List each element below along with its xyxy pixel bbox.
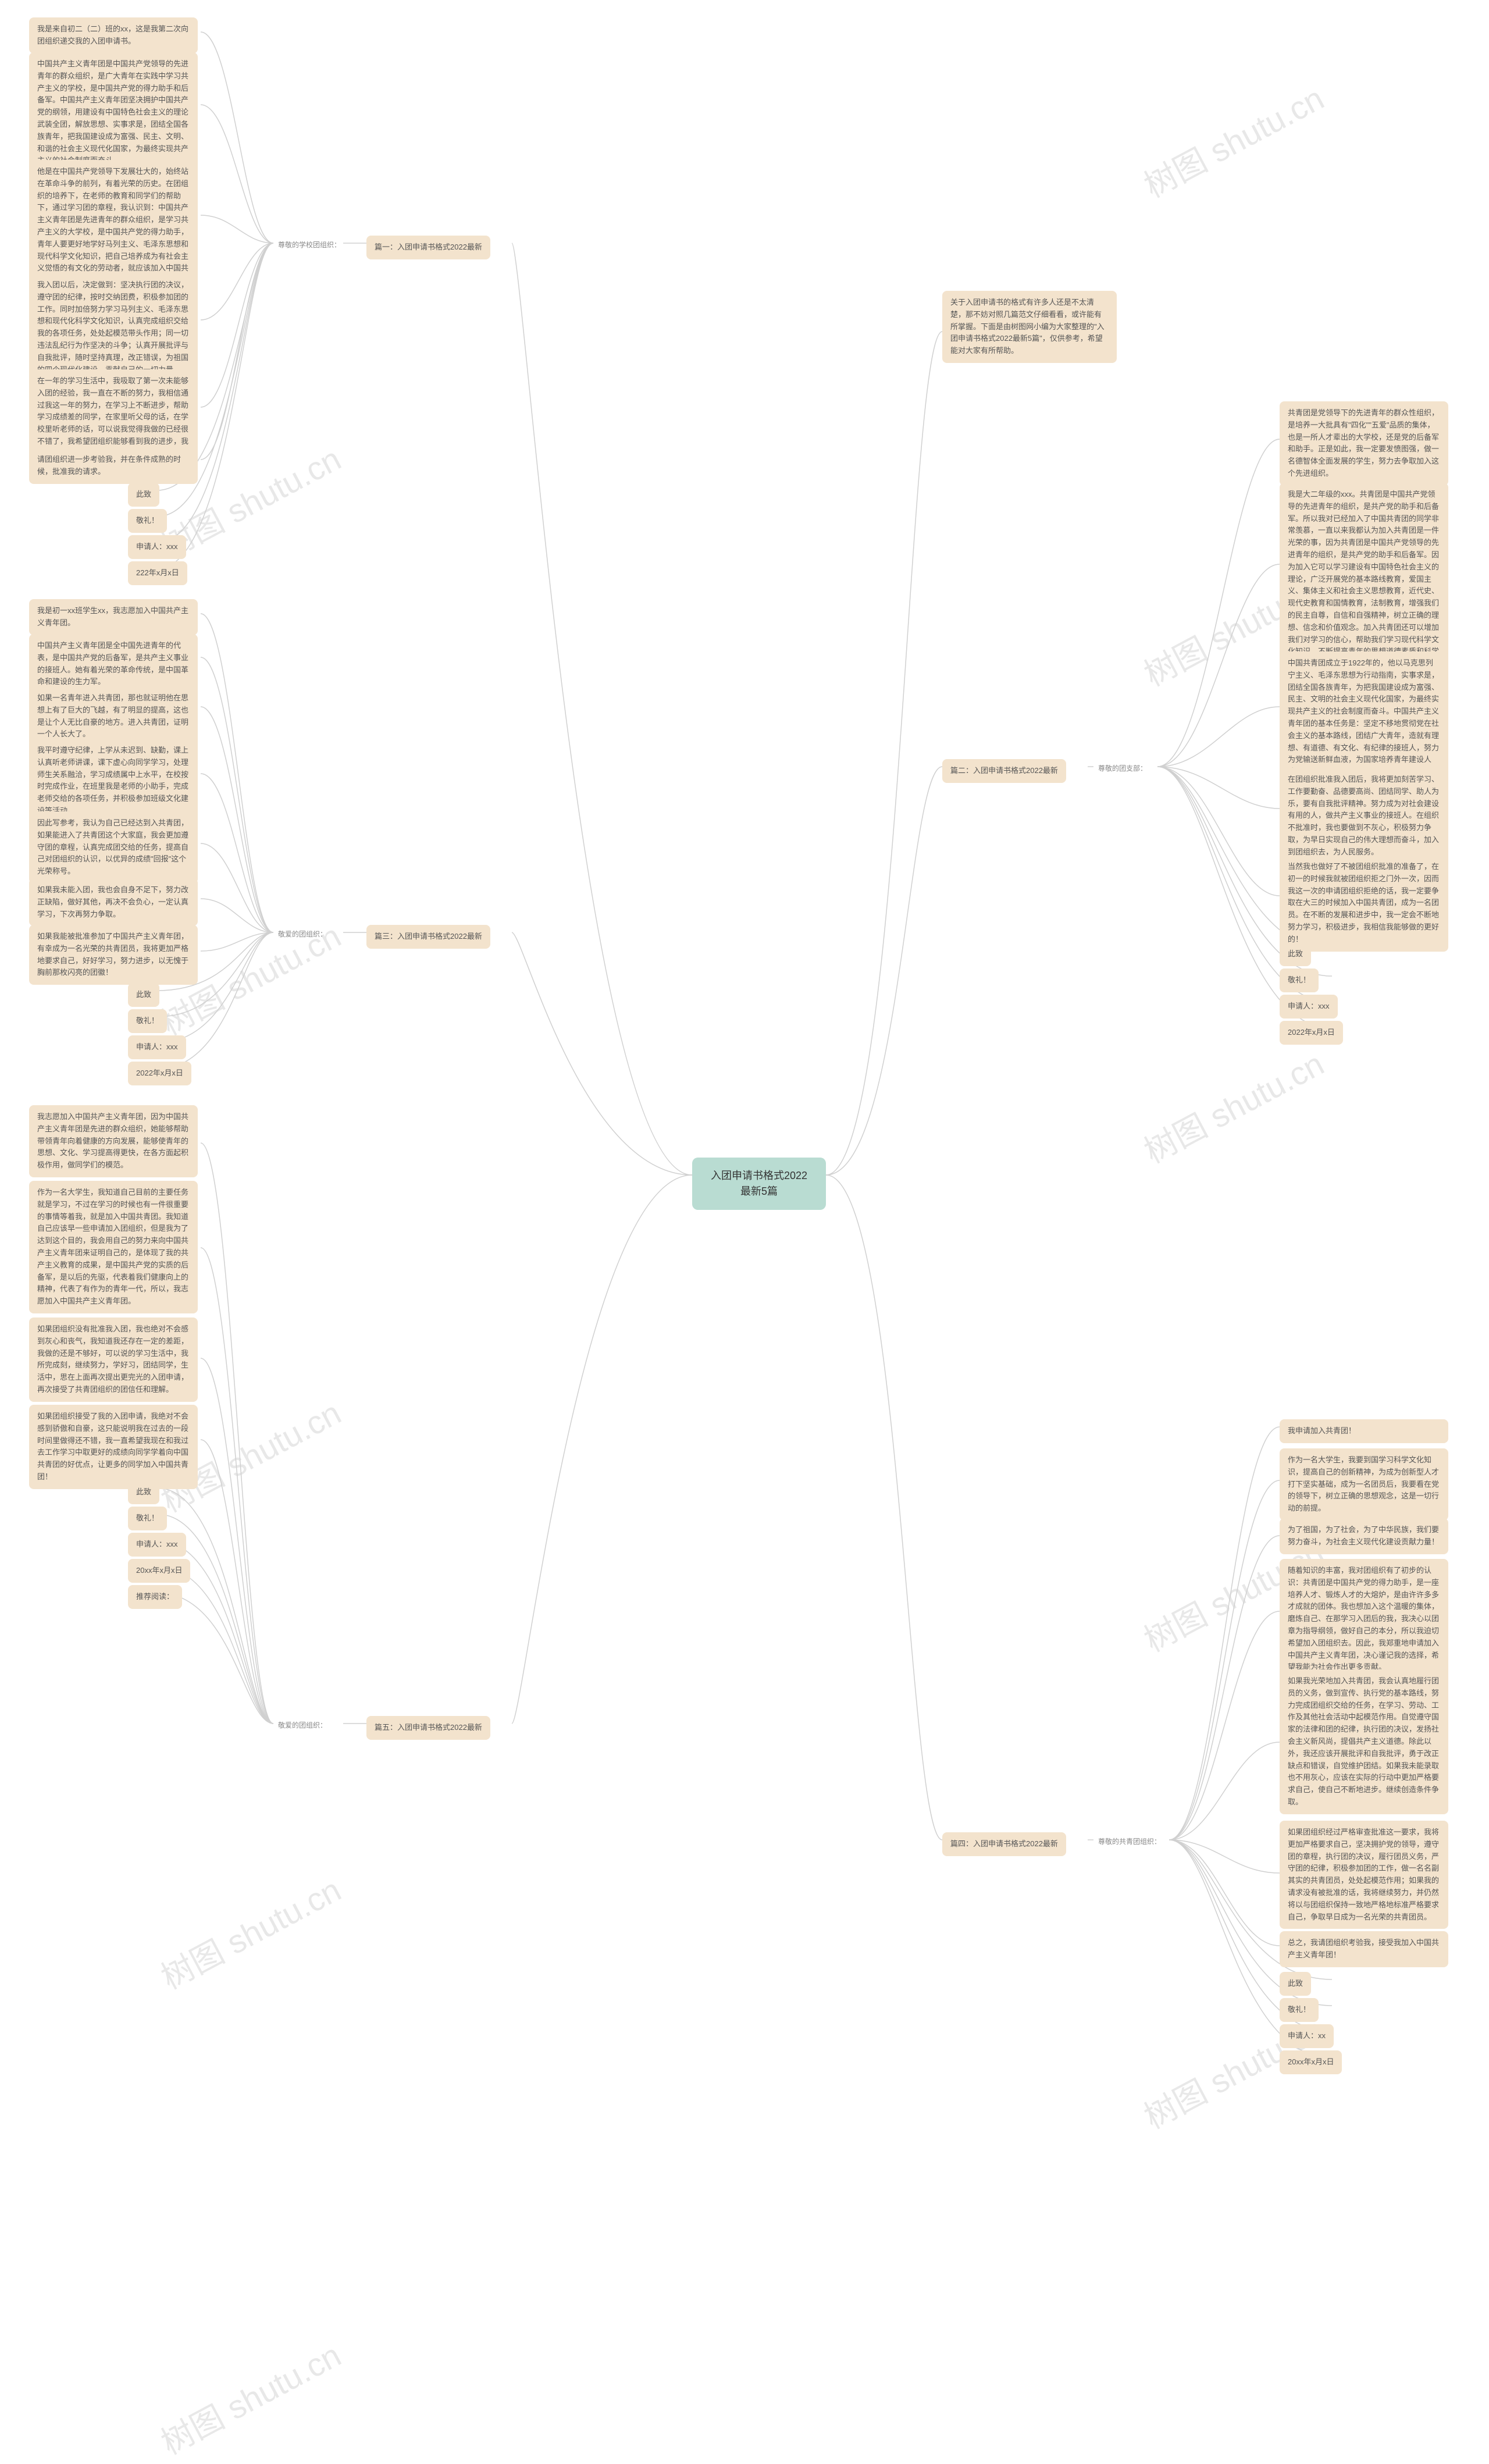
p5-closing-3: 20xx年x月x日 xyxy=(128,1559,190,1583)
p4-closing-1: 敬礼！ xyxy=(1280,1998,1319,2022)
p3-closing-1: 敬礼！ xyxy=(128,1009,167,1033)
p5-block-3: 如果团组织接受了我的入团申请，我绝对不会感到骄傲和自豪，这只能说明我在过去的一段… xyxy=(29,1405,198,1489)
p5-closing-0: 此致 xyxy=(128,1480,159,1504)
p5-closing-2: 申请人：xxx xyxy=(128,1533,186,1557)
p3-block-0: 我是初一xx班学生xx，我志愿加入中国共产主义青年团。 xyxy=(29,599,198,635)
p4-block-5: 如果团组织经过严格审查批准这一要求，我将更加严格要求自己，坚决拥护党的领导，遵守… xyxy=(1280,1821,1448,1929)
chapter-label-2: 尊敬的团支部： xyxy=(1093,761,1152,777)
p2-closing-3: 2022年x月x日 xyxy=(1280,1021,1343,1045)
p3-block-4: 因此写参考，我认为自己已经达到入共青团，如果能进入了共青团这个大家庭，我会更加遵… xyxy=(29,811,198,884)
p1-closing-0: 此致 xyxy=(128,483,159,507)
p3-closing-2: 申请人：xxx xyxy=(128,1035,186,1059)
chapter-label-3: 敬爱的团组织： xyxy=(273,927,332,942)
center-node: 入团申请书格式2022最新5篇 xyxy=(692,1158,826,1210)
p5-closing-1: 敬礼！ xyxy=(128,1507,167,1530)
p3-block-6: 如果我能被批准参加了中国共产主义青年团，有幸成为一名光荣的共青团员，我将更加严格… xyxy=(29,925,198,985)
p3-block-2: 如果一名青年进入共青团，那也就证明他在思想上有了巨大的飞越，有了明显的提高，这也… xyxy=(29,686,198,746)
watermark: 树图 shutu.cn xyxy=(152,2330,348,2464)
chapter-node-1: 篇一：入团申请书格式2022最新 xyxy=(366,236,490,259)
chapter-node-5: 篇五：入团申请书格式2022最新 xyxy=(366,1716,490,1740)
p3-block-3: 我平时遵守纪律，上学从未迟到、缺勤，课上认真听老师讲课，课下虚心向同学学习，处理… xyxy=(29,739,198,823)
p4-block-1: 作为一名大学生，我要到国学习科学文化知识，提高自己的创新精神，为成为创新型人才打… xyxy=(1280,1448,1448,1521)
p2-block-4: 当然我也做好了不被团组织批准的准备了，在初一的时候我就被团组织拒之门外一次，因而… xyxy=(1280,855,1448,952)
p4-closing-2: 申请人：xx xyxy=(1280,2024,1334,2048)
p3-block-1: 中国共产主义青年团是全中国先进青年的代表，是中国共产党的后备军，是共产主义事业的… xyxy=(29,634,198,694)
p1-closing-1: 敬礼！ xyxy=(128,509,167,533)
p2-block-2: 中国共青团成立于1922年的，他以马克思列宁主义、毛泽东思想为行动指南，实事求是… xyxy=(1280,651,1448,784)
p3-block-5: 如果我未能入团，我也会自身不足下，努力改正缺陷，做好其他，再决不会负心，一定认真… xyxy=(29,878,198,926)
chapter-node-4: 篇四：入团申请书格式2022最新 xyxy=(942,1832,1066,1856)
chapter-label-5: 敬爱的团组织： xyxy=(273,1718,332,1733)
p4-block-3: 随着知识的丰富，我对团组织有了初步的认识：共青团是中国共产党的得力助手，是一座培… xyxy=(1280,1559,1448,1679)
watermark: 树图 shutu.cn xyxy=(1135,1038,1331,1173)
p4-block-6: 总之，我请团组织考验我，接受我加入中国共产主义青年团！ xyxy=(1280,1931,1448,1967)
p1-closing-3: 222年x月x日 xyxy=(128,561,187,585)
p1-closing-2: 申请人：xxx xyxy=(128,535,186,559)
p3-closing-3: 2022年x月x日 xyxy=(128,1062,191,1085)
p1-block-2: 他是在中国共产党领导下发展壮大的，始终站在革命斗争的前列，有着光荣的历史。在团组… xyxy=(29,160,198,293)
p5-block-2: 如果团组织没有批准我入团，我也绝对不会感到灰心和丧气，我知道我还存在一定的差距，… xyxy=(29,1318,198,1402)
p5-block-1: 作为一名大学生，我知道自己目前的主要任务就是学习，不过在学习的时候也有一件很重要… xyxy=(29,1181,198,1313)
p2-block-0: 共青团是党领导下的先进青年的群众性组织，是培养一大批具有"四化""五爱"品质的集… xyxy=(1280,401,1448,486)
p1-block-0: 我是来自初二（二）班的xx，这是我第二次向团组织递交我的入团申请书。 xyxy=(29,17,198,54)
p2-closing-1: 敬礼！ xyxy=(1280,968,1319,992)
chapter-label-1: 尊敬的学校团组织： xyxy=(273,237,345,253)
p3-closing-0: 此致 xyxy=(128,983,159,1007)
p2-closing-2: 申请人：xxx xyxy=(1280,995,1338,1019)
intro-node: 关于入团申请书的格式有许多人还是不太清楚，那不妨对照几篇范文仔细看看，或许能有所… xyxy=(942,291,1117,363)
p4-closing-3: 20xx年x月x日 xyxy=(1280,2050,1342,2074)
p1-block-5: 请团组织进一步考验我，并在条件成熟的时候，批准我的请求。 xyxy=(29,448,198,484)
p5-closing-4: 推荐阅读： xyxy=(128,1585,182,1609)
watermark: 树图 shutu.cn xyxy=(152,1864,348,1999)
p2-closing-0: 此致 xyxy=(1280,942,1311,966)
chapter-label-4: 尊敬的共青团组织： xyxy=(1093,1834,1166,1850)
chapter-node-2: 篇二：入团申请书格式2022最新 xyxy=(942,759,1066,783)
chapter-node-3: 篇三：入团申请书格式2022最新 xyxy=(366,925,490,949)
watermark: 树图 shutu.cn xyxy=(1135,73,1331,207)
p1-block-3: 我入团以后，决定做到：坚决执行团的决议，遵守团的纪律，按时交纳团费，积极参加团的… xyxy=(29,273,198,382)
p4-block-4: 如果我光荣地加入共青团，我会认真地履行团员的义务，做到宣传、执行党的基本路线，努… xyxy=(1280,1669,1448,1814)
p1-block-1: 中国共产主义青年团是中国共产党领导的先进青年的群众组织，是广大青年在实践中学习共… xyxy=(29,52,198,173)
p4-closing-0: 此致 xyxy=(1280,1972,1311,1996)
p2-block-3: 在团组织批准我入团后，我将更加刻苦学习、工作要勤奋、品德要高尚、团结同学、助人为… xyxy=(1280,768,1448,864)
p4-block-0: 我申请加入共青团！ xyxy=(1280,1419,1448,1443)
p5-block-0: 我志愿加入中国共产主义青年团，因为中国共产主义青年团是先进的群众组织，她能够帮助… xyxy=(29,1105,198,1177)
p4-block-2: 为了祖国，为了社会，为了中华民族，我们要努力奋斗，为社会主义现代化建设贡献力量！ xyxy=(1280,1518,1448,1554)
